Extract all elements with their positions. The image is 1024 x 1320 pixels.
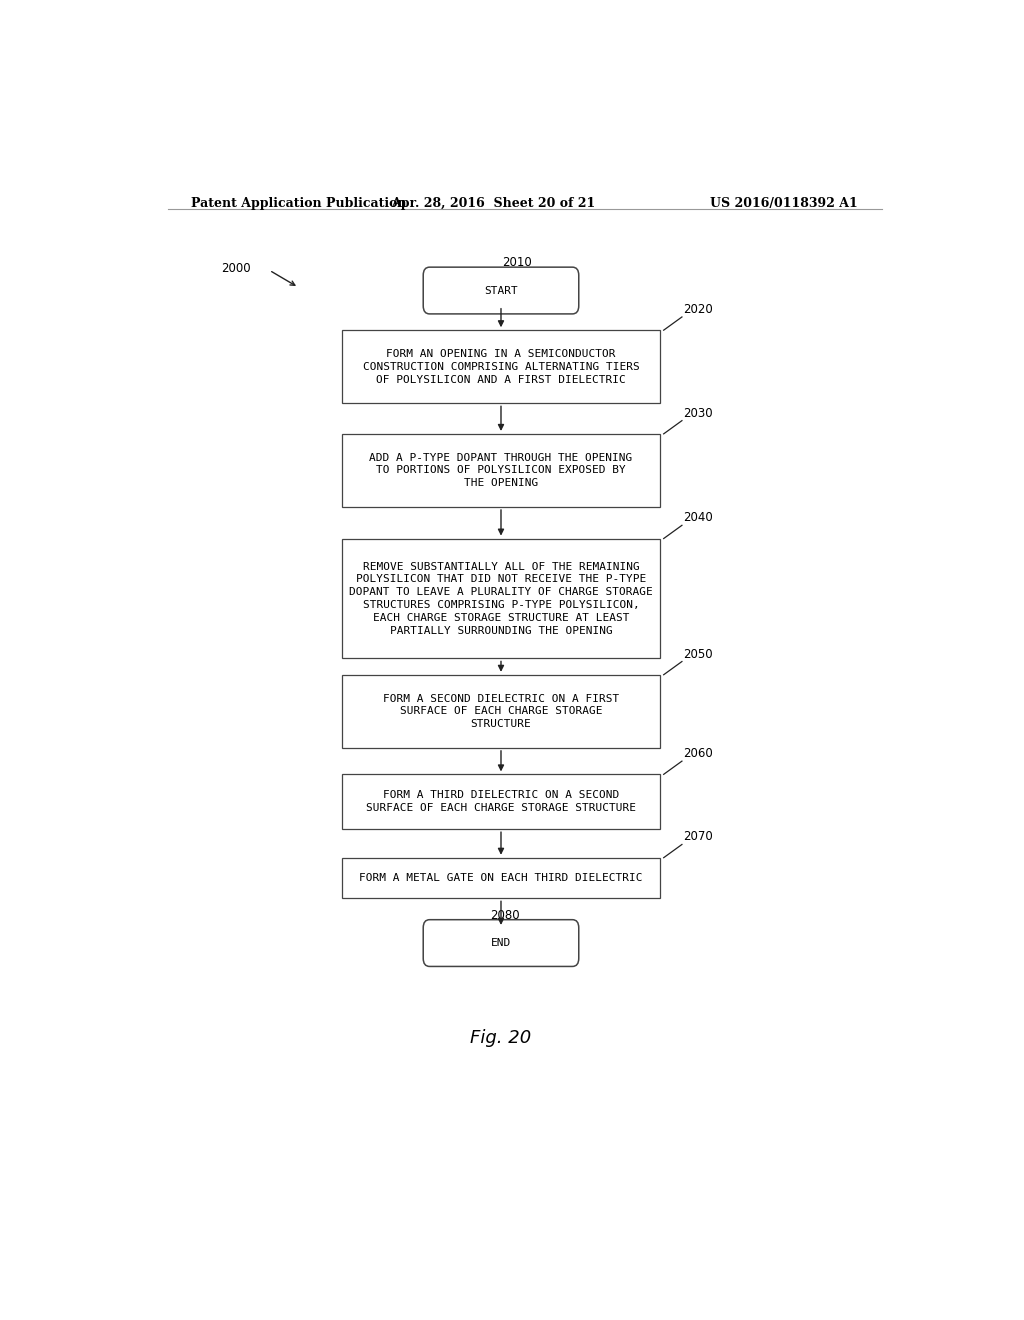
Bar (342, 330, 659, 404)
Text: Patent Application Publication: Patent Application Publication (191, 197, 407, 210)
FancyBboxPatch shape (423, 267, 579, 314)
Bar (342, 675, 659, 748)
Text: FORM AN OPENING IN A SEMICONDUCTOR
CONSTRUCTION COMPRISING ALTERNATING TIERS
OF : FORM AN OPENING IN A SEMICONDUCTOR CONST… (362, 348, 639, 384)
Text: FORM A THIRD DIELECTRIC ON A SECOND
SURFACE OF EACH CHARGE STORAGE STRUCTURE: FORM A THIRD DIELECTRIC ON A SECOND SURF… (366, 791, 636, 813)
Bar (342, 858, 659, 899)
Text: Apr. 28, 2016  Sheet 20 of 21: Apr. 28, 2016 Sheet 20 of 21 (391, 197, 595, 210)
Text: FORM A SECOND DIELECTRIC ON A FIRST
SURFACE OF EACH CHARGE STORAGE
STRUCTURE: FORM A SECOND DIELECTRIC ON A FIRST SURF… (383, 693, 620, 729)
Text: START: START (484, 285, 518, 296)
Text: 2080: 2080 (490, 908, 520, 921)
Text: 2040: 2040 (684, 511, 714, 524)
Text: 2020: 2020 (684, 304, 714, 315)
Text: 2050: 2050 (684, 648, 713, 660)
Text: 2010: 2010 (502, 256, 531, 269)
Text: REMOVE SUBSTANTIALLY ALL OF THE REMAINING
POLYSILICON THAT DID NOT RECEIVE THE P: REMOVE SUBSTANTIALLY ALL OF THE REMAININ… (349, 561, 653, 635)
Text: 2060: 2060 (684, 747, 714, 760)
Text: 2000: 2000 (221, 261, 251, 275)
Text: ADD A P-TYPE DOPANT THROUGH THE OPENING
TO PORTIONS OF POLYSILICON EXPOSED BY
TH: ADD A P-TYPE DOPANT THROUGH THE OPENING … (370, 453, 633, 488)
Text: 2070: 2070 (684, 830, 714, 843)
Text: 2030: 2030 (684, 407, 713, 420)
FancyBboxPatch shape (423, 920, 579, 966)
Bar (342, 434, 659, 507)
Text: FORM A METAL GATE ON EACH THIRD DIELECTRIC: FORM A METAL GATE ON EACH THIRD DIELECTR… (359, 873, 643, 883)
Text: END: END (490, 939, 511, 948)
Text: US 2016/0118392 A1: US 2016/0118392 A1 (711, 197, 858, 210)
Text: Fig. 20: Fig. 20 (470, 1028, 531, 1047)
Bar (342, 539, 659, 659)
Bar (342, 775, 659, 829)
